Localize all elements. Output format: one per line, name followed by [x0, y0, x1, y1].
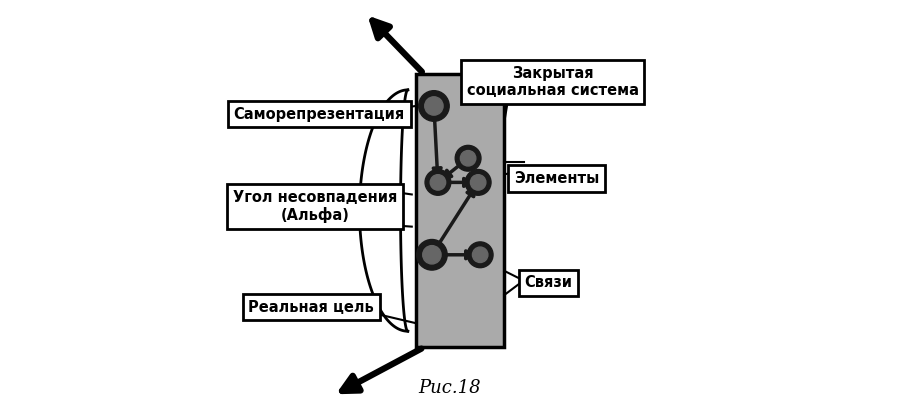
Circle shape — [465, 170, 491, 195]
Circle shape — [472, 247, 488, 262]
Text: Закрытая
социальная система: Закрытая социальная система — [466, 66, 639, 98]
Circle shape — [430, 175, 446, 190]
Circle shape — [471, 175, 486, 190]
Text: Рис.18: Рис.18 — [418, 379, 482, 396]
Circle shape — [423, 245, 441, 264]
Circle shape — [425, 170, 451, 195]
Circle shape — [467, 242, 493, 268]
Text: Реальная цель: Реальная цель — [248, 300, 374, 315]
Text: Элементы: Элементы — [514, 171, 599, 186]
Circle shape — [455, 145, 481, 171]
Circle shape — [425, 97, 443, 115]
Circle shape — [417, 239, 447, 270]
Text: Саморепрезентация: Саморепрезентация — [234, 107, 405, 121]
Circle shape — [418, 91, 449, 121]
Circle shape — [461, 151, 476, 166]
FancyBboxPatch shape — [416, 74, 504, 347]
Text: Связи: Связи — [525, 275, 572, 290]
Text: Угол несовпадения
(Альфа): Угол несовпадения (Альфа) — [233, 190, 398, 223]
